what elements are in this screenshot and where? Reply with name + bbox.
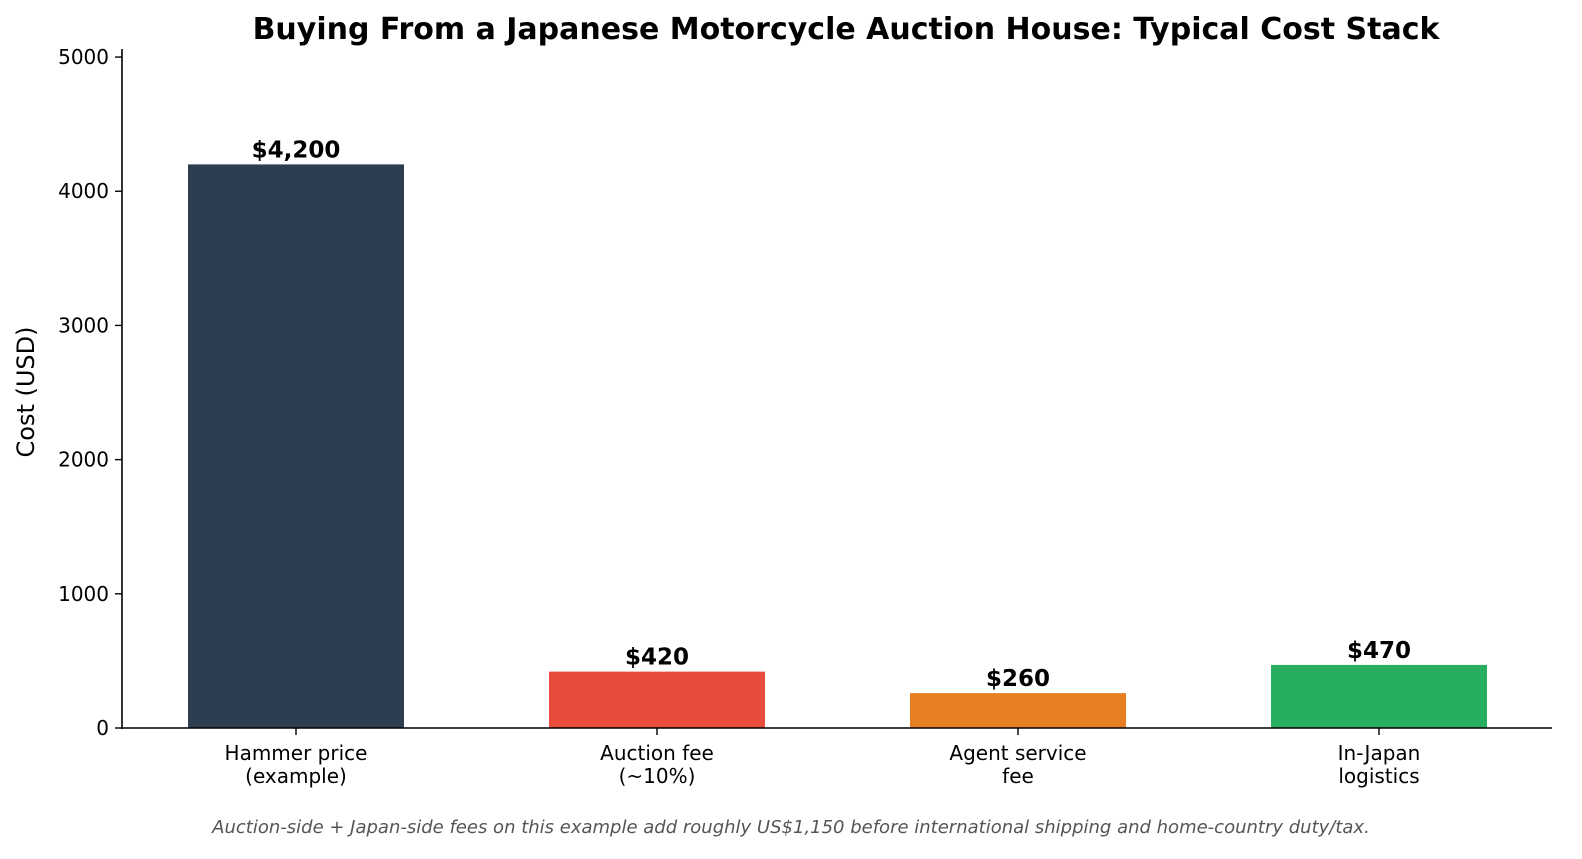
bar-1 (549, 671, 765, 728)
y-tick-label-1: 1000 (58, 582, 109, 606)
bar-value-label-3: $470 (1347, 638, 1411, 664)
x-tick-label-2: Agent service fee (949, 741, 1086, 788)
x-tick-label-3: In-Japan logistics (1338, 741, 1421, 788)
y-axis-label: Cost (USD) (12, 327, 40, 458)
y-tick-label-5: 5000 (58, 45, 109, 69)
y-tick-label-4: 4000 (58, 179, 109, 203)
y-tick-label-2: 2000 (58, 448, 109, 472)
axes-group (121, 49, 1552, 729)
bars-group (188, 164, 1487, 728)
bar-value-label-2: $260 (986, 666, 1050, 692)
value-labels-group: $4,200 $420 $260 $470 (252, 137, 1411, 692)
bar-0 (188, 164, 404, 728)
bar-value-label-0: $4,200 (252, 137, 341, 163)
y-ticks-group: 0 1000 2000 3000 4000 5000 (58, 45, 122, 740)
y-tick-label-0: 0 (96, 716, 109, 740)
bar-3 (1271, 664, 1487, 728)
chart-footnote: Auction-side + Japan-side fees on this e… (211, 817, 1370, 838)
chart-title: Buying From a Japanese Motorcycle Auctio… (253, 12, 1441, 47)
x-tick-label-1: Auction fee (~10%) (600, 741, 714, 788)
bar-value-label-1: $420 (625, 645, 689, 671)
x-ticks-group: Hammer price (example) Auction fee (~10%) Ag… (225, 728, 1421, 788)
x-tick-label-0: Hammer price (example) (225, 741, 368, 788)
bar-2 (910, 693, 1126, 728)
y-tick-label-3: 3000 (58, 313, 109, 337)
